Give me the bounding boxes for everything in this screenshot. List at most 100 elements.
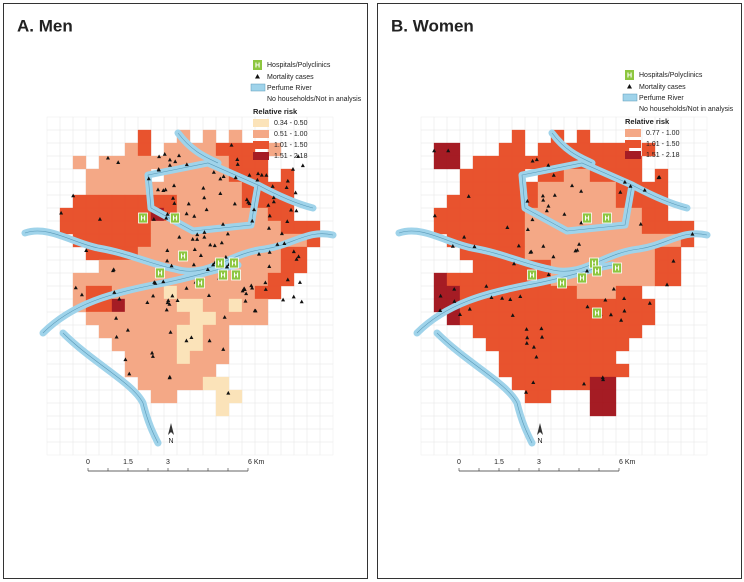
hospital-letter: H	[217, 260, 222, 267]
hospital-icon	[602, 212, 612, 224]
risk-cell	[176, 194, 191, 209]
risk-cell	[124, 259, 139, 274]
risk-cell	[550, 376, 565, 391]
mortality-case	[205, 267, 210, 271]
mortality-case	[73, 285, 78, 290]
risk-cell	[202, 376, 217, 391]
risk-cell	[576, 337, 591, 352]
risk-cell	[137, 298, 152, 313]
risk-cell	[202, 285, 217, 300]
risk-cell	[472, 181, 487, 196]
background-cell	[319, 441, 334, 456]
risk-cell	[267, 285, 282, 300]
mortality-case	[116, 160, 121, 164]
risk-cell	[485, 298, 500, 313]
mortality-case	[165, 248, 170, 252]
mortality-case	[206, 293, 211, 298]
mortality-case	[153, 281, 158, 285]
mortality-case	[512, 261, 517, 266]
mortality-case	[575, 247, 580, 252]
mortality-case	[263, 280, 268, 285]
mortality-case	[294, 257, 299, 261]
risk-cell	[628, 168, 643, 183]
risk-cell	[459, 168, 474, 183]
risk-cell	[446, 207, 461, 222]
risk-cell	[111, 194, 126, 209]
risk-cell	[524, 363, 539, 378]
risk-cell	[433, 272, 448, 287]
mortality-case	[125, 327, 130, 332]
risk-cell	[98, 168, 113, 183]
mortality-case	[156, 187, 160, 192]
mortality-case	[165, 258, 170, 263]
mortality-case	[117, 296, 122, 301]
risk-cell	[589, 350, 604, 365]
risk-cell	[228, 194, 243, 209]
risk-cell	[176, 311, 191, 326]
scale-label: 3	[166, 459, 170, 466]
mortality-case	[539, 326, 544, 331]
mortality-case	[202, 195, 207, 200]
river-outline	[24, 132, 334, 444]
risk-cell	[98, 194, 113, 209]
mortality-case	[657, 175, 662, 179]
mortality-case	[167, 374, 172, 379]
mortality-case	[299, 299, 304, 304]
mortality-case	[167, 163, 172, 167]
panel-title: A. Men	[17, 16, 73, 35]
mortality-case	[432, 148, 437, 153]
mortality-case	[619, 318, 624, 322]
hospital-letter: H	[140, 215, 145, 222]
risk-cell	[472, 207, 487, 222]
risk-cell	[150, 389, 165, 404]
risk-cell	[459, 194, 474, 209]
mortality-case	[281, 297, 286, 302]
risk-cell	[124, 272, 139, 287]
mortality-case	[290, 167, 295, 171]
hospital-icon	[231, 269, 241, 281]
legend-hospital-letter: H	[627, 72, 632, 79]
risk-cell	[228, 233, 243, 248]
risk-cell	[202, 129, 217, 144]
risk-cell	[654, 181, 669, 196]
risk-cell	[202, 298, 217, 313]
risk-cell	[280, 259, 295, 274]
mortality-case	[114, 334, 119, 339]
risk-cell	[72, 207, 87, 222]
risk-cell	[576, 129, 591, 144]
mortality-case	[256, 171, 261, 176]
risk-cell	[446, 194, 461, 209]
mortality-case	[647, 301, 652, 305]
hospital-letter: H	[594, 310, 599, 317]
mortality-case	[446, 148, 451, 153]
risk-cell	[485, 168, 500, 183]
mortality-case	[489, 295, 494, 300]
mortality-case	[250, 285, 255, 290]
mortality-case	[127, 371, 132, 376]
mortality-case	[145, 300, 150, 305]
risk-cell	[563, 376, 578, 391]
risk-cell	[124, 142, 139, 157]
scale-label: 1.5	[123, 459, 133, 466]
risk-cell	[589, 194, 604, 209]
risk-cell	[576, 194, 591, 209]
risk-cell	[589, 142, 604, 157]
risk-cell	[111, 298, 126, 313]
risk-cell	[641, 272, 656, 287]
risk-cell	[511, 220, 526, 235]
risk-cell	[537, 350, 552, 365]
mortality-case	[71, 193, 76, 198]
risk-cell	[137, 311, 152, 326]
risk-cell	[628, 220, 643, 235]
risk-cell	[576, 168, 591, 183]
mortality-case	[219, 240, 224, 245]
mortality-case	[628, 184, 633, 188]
risk-cell	[228, 207, 243, 222]
risk-cell	[602, 324, 617, 339]
risk-cell	[150, 220, 165, 235]
risk-cell	[498, 350, 513, 365]
risk-cell	[98, 220, 113, 235]
mortality-case	[169, 263, 174, 268]
risk-cell	[137, 233, 152, 248]
